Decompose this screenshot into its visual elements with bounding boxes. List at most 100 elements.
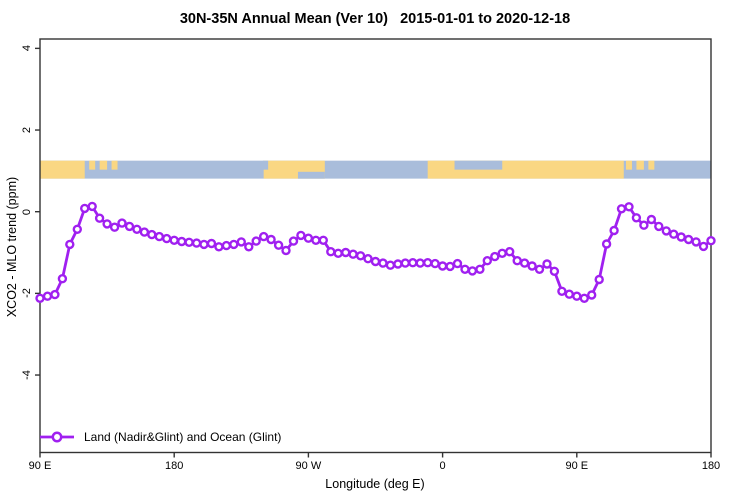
x-axis-title: Longitude (deg E) bbox=[325, 477, 425, 491]
data-point-marker bbox=[616, 204, 627, 214]
data-point-marker bbox=[698, 241, 709, 252]
map-band-ocean-segment bbox=[262, 160, 269, 170]
data-point-marker bbox=[199, 239, 209, 250]
data-point-marker bbox=[94, 213, 105, 223]
data-point-marker bbox=[676, 232, 686, 242]
data-point-marker bbox=[102, 219, 112, 229]
data-point-marker bbox=[706, 235, 716, 246]
data-point-marker bbox=[579, 293, 589, 303]
x-tick-label: 90 E bbox=[565, 460, 589, 472]
data-point-marker bbox=[50, 289, 60, 300]
data-point-marker bbox=[176, 236, 187, 247]
data-point-marker bbox=[542, 259, 552, 269]
data-point-marker bbox=[87, 201, 97, 212]
y-tick-label: -2 bbox=[21, 288, 33, 299]
map-band-land-segment bbox=[648, 160, 655, 170]
data-point-marker bbox=[512, 256, 522, 266]
data-point-marker bbox=[169, 235, 179, 246]
data-point-marker bbox=[326, 246, 336, 257]
data-point-marker bbox=[266, 234, 276, 245]
data-point-marker bbox=[482, 256, 492, 266]
data-point-marker bbox=[259, 231, 269, 242]
y-tick-label: -4 bbox=[21, 370, 33, 380]
data-line bbox=[38, 204, 713, 300]
data-point-marker bbox=[467, 266, 478, 276]
data-point-marker bbox=[661, 226, 671, 236]
y-tick-label: 4 bbox=[21, 45, 33, 52]
data-point-marker bbox=[161, 233, 172, 244]
legend: Land (Nadir&Glint) and Ocean (Glint) bbox=[38, 429, 281, 445]
data-point-marker bbox=[624, 202, 634, 212]
data-point-marker bbox=[244, 242, 254, 252]
data-point-marker bbox=[229, 239, 239, 250]
data-point-marker bbox=[370, 256, 381, 267]
data-point-marker bbox=[646, 214, 657, 225]
data-point-marker bbox=[393, 259, 403, 269]
data-point-marker bbox=[132, 224, 142, 235]
map-band-land-segment bbox=[626, 160, 632, 170]
y-axis-title: XCO2 - MLO trend (ppm) bbox=[5, 176, 19, 318]
data-point-marker bbox=[527, 261, 537, 271]
data-point-marker bbox=[460, 264, 470, 274]
y-tick-label: 2 bbox=[21, 126, 33, 134]
data-point-marker bbox=[423, 258, 433, 268]
data-point-marker bbox=[79, 203, 90, 214]
data-point-marker bbox=[236, 237, 247, 247]
data-point-marker bbox=[669, 229, 679, 239]
data-point-marker bbox=[385, 260, 396, 270]
data-point-marker bbox=[42, 291, 53, 301]
data-point-marker bbox=[415, 258, 425, 268]
data-point-marker bbox=[57, 274, 68, 284]
data-point-marker bbox=[557, 286, 567, 296]
x-tick-label: 90 E bbox=[28, 460, 52, 472]
data-point-marker bbox=[363, 254, 373, 264]
data-point-marker bbox=[273, 240, 284, 250]
data-point-marker bbox=[594, 274, 604, 285]
x-tick-label: 180 bbox=[701, 460, 721, 472]
data-point-marker bbox=[631, 213, 642, 223]
data-point-marker bbox=[497, 248, 507, 259]
y-tick-label: 0 bbox=[21, 208, 33, 215]
data-point-marker bbox=[296, 230, 306, 241]
data-point-marker bbox=[452, 258, 463, 269]
data-point-marker bbox=[601, 239, 612, 249]
data-point-marker bbox=[437, 261, 448, 271]
data-point-marker bbox=[154, 231, 165, 242]
data-point-marker bbox=[587, 290, 597, 300]
data-point-marker bbox=[191, 238, 202, 248]
data-point-marker bbox=[251, 236, 261, 246]
data-point-marker bbox=[341, 247, 351, 258]
data-point-marker bbox=[549, 266, 560, 276]
x-tick-label: 90 W bbox=[295, 460, 322, 472]
data-point-marker bbox=[288, 236, 299, 246]
data-point-marker bbox=[117, 218, 127, 228]
data-point-marker bbox=[35, 293, 45, 303]
data-point-marker bbox=[311, 235, 321, 246]
data-point-marker bbox=[318, 235, 328, 246]
data-point-marker bbox=[534, 264, 545, 274]
data-point-marker bbox=[564, 289, 574, 299]
data-point-marker bbox=[214, 242, 224, 252]
data-point-marker bbox=[147, 229, 157, 240]
data-point-marker bbox=[303, 233, 314, 243]
data-point-marker bbox=[654, 221, 664, 232]
map-band-land-segment bbox=[636, 160, 644, 170]
map-band-ocean-segment bbox=[297, 171, 325, 179]
data-point-marker bbox=[408, 258, 418, 268]
data-point-marker bbox=[639, 220, 649, 230]
data-point-marker bbox=[430, 258, 440, 269]
data-point-marker bbox=[221, 240, 232, 251]
data-point-marker bbox=[206, 238, 217, 249]
plot-border bbox=[39, 38, 712, 454]
data-point-marker bbox=[355, 251, 366, 261]
map-band-land-segment bbox=[40, 160, 85, 179]
data-point-marker bbox=[281, 245, 291, 256]
map-band-land-segment bbox=[111, 160, 118, 170]
data-point-marker bbox=[139, 227, 150, 237]
data-point-marker bbox=[378, 258, 388, 268]
data-point-marker bbox=[333, 248, 343, 259]
map-band-land-segment bbox=[89, 160, 96, 170]
map-band-land-segment bbox=[99, 160, 108, 170]
